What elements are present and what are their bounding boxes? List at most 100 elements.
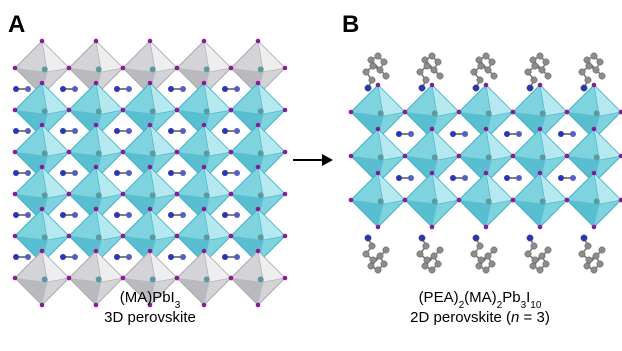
carbon xyxy=(477,243,483,249)
lead-atom xyxy=(486,110,492,116)
carbon xyxy=(530,57,536,63)
carbon xyxy=(25,128,31,134)
nitrogen xyxy=(222,170,228,176)
nitrogen xyxy=(60,212,66,218)
iodide xyxy=(403,154,408,159)
iodide xyxy=(457,110,462,115)
carbon xyxy=(437,247,443,253)
iodide xyxy=(538,225,543,230)
iodide xyxy=(13,192,18,197)
carbon xyxy=(593,253,599,259)
iodide xyxy=(121,276,126,281)
iodide xyxy=(67,192,72,197)
nitrogen xyxy=(60,128,66,134)
iodide xyxy=(202,207,207,212)
nitrogen xyxy=(581,235,587,241)
iodide xyxy=(148,39,153,44)
lead-atom xyxy=(42,108,48,114)
carbon xyxy=(383,247,389,253)
caption-part: = 3) xyxy=(519,309,549,326)
iodide xyxy=(229,108,234,113)
nitrogen xyxy=(168,254,174,260)
lead-atom xyxy=(42,66,48,72)
nitrogen xyxy=(114,170,120,176)
iodide xyxy=(283,66,288,71)
nitrogen xyxy=(168,86,174,92)
carbon xyxy=(485,253,491,259)
lead-atom xyxy=(432,154,438,160)
caption-part: (MA)PbI xyxy=(120,289,175,306)
iodide xyxy=(229,150,234,155)
iodide xyxy=(13,108,18,113)
carbon xyxy=(72,254,78,260)
carbon xyxy=(597,59,603,65)
iodide xyxy=(592,225,597,230)
arrow xyxy=(293,154,333,166)
nitrogen xyxy=(13,212,19,218)
carbon xyxy=(180,254,186,260)
carbon xyxy=(369,243,375,249)
lead-atom xyxy=(96,108,102,114)
iodide xyxy=(511,154,516,159)
nitrogen xyxy=(222,254,228,260)
nitrogen xyxy=(60,86,66,92)
carbon xyxy=(586,63,592,69)
lead-atom xyxy=(258,276,264,282)
iodide xyxy=(121,192,126,197)
carbon xyxy=(422,263,428,269)
carbon xyxy=(370,257,376,263)
carbon xyxy=(599,73,605,79)
iodide xyxy=(376,225,381,230)
lead-atom xyxy=(42,192,48,198)
carbon xyxy=(491,247,497,253)
carbon xyxy=(586,257,592,263)
iodide xyxy=(283,192,288,197)
lead-atom xyxy=(258,66,264,72)
carbon xyxy=(417,69,423,75)
lead-atom xyxy=(204,108,210,114)
panel-label: B xyxy=(342,11,359,38)
lead-atom xyxy=(204,276,210,282)
iodide xyxy=(13,150,18,155)
iodide xyxy=(457,154,462,159)
iodide xyxy=(283,276,288,281)
iodide xyxy=(229,234,234,239)
carbon xyxy=(431,67,437,73)
nitrogen xyxy=(60,254,66,260)
iodide xyxy=(40,81,45,86)
carbon xyxy=(478,257,484,263)
iodide xyxy=(202,81,207,86)
carbon xyxy=(532,63,538,69)
carbon xyxy=(539,253,545,259)
lead-atom xyxy=(204,66,210,72)
lead-atom xyxy=(150,276,156,282)
carbon xyxy=(368,263,374,269)
iodide xyxy=(430,83,435,88)
nitrogen xyxy=(114,86,120,92)
lead-atom xyxy=(96,276,102,282)
carbon xyxy=(537,267,543,273)
carbon xyxy=(368,57,374,63)
carbon xyxy=(531,243,537,249)
carbon xyxy=(483,53,489,59)
iodide xyxy=(592,83,597,88)
arrow-head xyxy=(322,154,333,166)
carbon xyxy=(525,251,531,257)
nitrogen xyxy=(527,235,533,241)
nitrogen xyxy=(13,170,19,176)
iodide xyxy=(175,66,180,71)
carbon xyxy=(25,170,31,176)
nitrogen xyxy=(13,128,19,134)
octa-face xyxy=(69,278,101,305)
iodide xyxy=(592,171,597,176)
carbon xyxy=(530,263,536,269)
carbon xyxy=(377,253,383,259)
iodide xyxy=(256,165,261,170)
iodide xyxy=(13,66,18,71)
carbon xyxy=(543,59,549,65)
lead-atom xyxy=(378,198,384,204)
carbon xyxy=(579,69,585,75)
carbon xyxy=(570,131,576,137)
carbon xyxy=(72,86,78,92)
carbon xyxy=(423,77,429,83)
